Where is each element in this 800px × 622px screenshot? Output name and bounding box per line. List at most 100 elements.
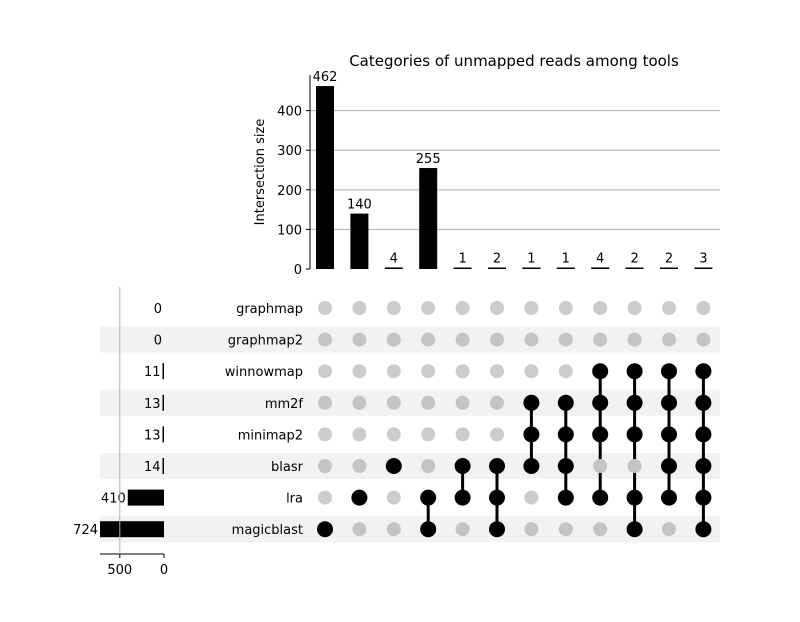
membership-dot-inactive (386, 364, 401, 379)
set-size-label: 0 (154, 334, 162, 349)
membership-dot-inactive (696, 332, 711, 347)
membership-dot-inactive (352, 332, 367, 347)
y-tick-label: 400 (277, 105, 302, 120)
membership-dot-active (317, 521, 333, 538)
intersection-bar (591, 267, 610, 269)
set-label: lra (286, 492, 303, 507)
membership-dot-inactive (524, 364, 539, 379)
membership-dot-inactive (662, 522, 676, 537)
membership-dot-inactive (421, 301, 436, 315)
membership-dot-inactive (318, 332, 332, 347)
membership-dot-inactive (593, 459, 608, 473)
intersection-bar (694, 267, 713, 269)
membership-dot-active (454, 489, 471, 506)
membership-dot-inactive (386, 522, 401, 537)
bar-value-label: 1 (562, 252, 570, 267)
bar-value-label: 4 (596, 251, 604, 266)
intersection-bar (384, 267, 403, 269)
membership-dot-active (557, 426, 574, 443)
membership-dot-inactive (352, 522, 367, 537)
membership-dot-inactive (490, 395, 504, 410)
membership-dot-active (420, 521, 437, 538)
membership-dot-inactive (627, 459, 642, 473)
membership-dot-active (626, 426, 643, 443)
intersection-bar (625, 267, 644, 269)
membership-dot-active (695, 426, 712, 443)
membership-dot-inactive (490, 427, 504, 442)
bar-value-label: 4 (390, 251, 398, 266)
row-shade (100, 516, 720, 543)
membership-dot-active (695, 363, 712, 380)
membership-dot-active (661, 394, 677, 411)
bar-value-label: 1 (527, 252, 535, 267)
y-tick-label: 0 (294, 263, 302, 278)
membership-dot-inactive (490, 301, 504, 315)
membership-dot-inactive (696, 301, 711, 315)
membership-dot-inactive (421, 395, 436, 410)
set-labels: graphmap graphmap2 winnowmap mm2f minimap2 bl… (225, 302, 304, 538)
chart-title: Categories of unmapped reads among tools (349, 52, 679, 70)
membership-dot-inactive (386, 490, 401, 505)
membership-dot-inactive (352, 427, 367, 442)
membership-dot-inactive (558, 332, 573, 347)
membership-dot-inactive (662, 301, 676, 315)
membership-dot-active (661, 458, 677, 474)
membership-dot-inactive (524, 301, 539, 315)
bar-value-label: 2 (630, 252, 638, 267)
membership-dot-active (626, 394, 643, 411)
membership-dot-active (489, 521, 505, 538)
membership-dot-inactive (318, 301, 332, 315)
membership-dot-active (592, 489, 609, 506)
membership-matrix (317, 301, 712, 538)
membership-dot-active (523, 394, 540, 411)
membership-dot-active (454, 458, 471, 474)
set-label: graphmap (236, 302, 303, 317)
row-shade (100, 389, 720, 416)
set-axis-tick-label: 500 (107, 563, 132, 578)
membership-dot-active (420, 489, 437, 506)
set-label: graphmap2 (228, 334, 303, 349)
intersection-bar (419, 168, 438, 269)
membership-dot-inactive (318, 490, 332, 505)
set-size-bar (162, 394, 164, 411)
set-size-bar (162, 426, 164, 443)
membership-dot-inactive (558, 522, 573, 537)
membership-dot-inactive (318, 395, 332, 410)
membership-dot-inactive (352, 301, 367, 315)
membership-dot-inactive (386, 332, 401, 347)
membership-dot-active (592, 394, 609, 411)
membership-dot-inactive (352, 364, 367, 379)
membership-dot-active (592, 363, 609, 380)
set-size-label: 11 (144, 365, 161, 380)
membership-dot-inactive (455, 522, 470, 537)
membership-dot-inactive (318, 427, 332, 442)
membership-dot-inactive (558, 301, 573, 315)
membership-dot-active (523, 458, 540, 474)
set-size-label: 13 (144, 428, 161, 443)
membership-dot-active (626, 489, 643, 506)
membership-dot-active (695, 521, 712, 538)
set-label: blasr (271, 460, 304, 475)
y-gridlines (310, 110, 720, 230)
membership-dot-active (523, 426, 540, 443)
membership-dot-active (695, 458, 712, 474)
membership-dot-inactive (593, 332, 608, 347)
intersection-bar (556, 267, 575, 269)
bar-value-label: 2 (665, 252, 673, 267)
set-size-bars: 0 0 11 13 13 14 410 724 (73, 302, 164, 538)
membership-dot-active (351, 489, 368, 506)
intersection-bar (488, 267, 506, 269)
membership-dot-active (557, 458, 574, 474)
set-label: winnowmap (225, 365, 303, 380)
y-tick-label: 300 (277, 144, 302, 159)
membership-dot-inactive (455, 301, 470, 315)
set-size-label: 0 (154, 302, 162, 317)
membership-dot-active (489, 458, 505, 474)
bar-value-label: 3 (699, 252, 707, 267)
set-size-label: 14 (144, 460, 161, 475)
bar-value-label: 1 (458, 252, 466, 267)
membership-dot-inactive (386, 427, 401, 442)
membership-dot-active (626, 521, 643, 538)
membership-dot-inactive (386, 301, 401, 315)
membership-dot-inactive (421, 459, 436, 473)
